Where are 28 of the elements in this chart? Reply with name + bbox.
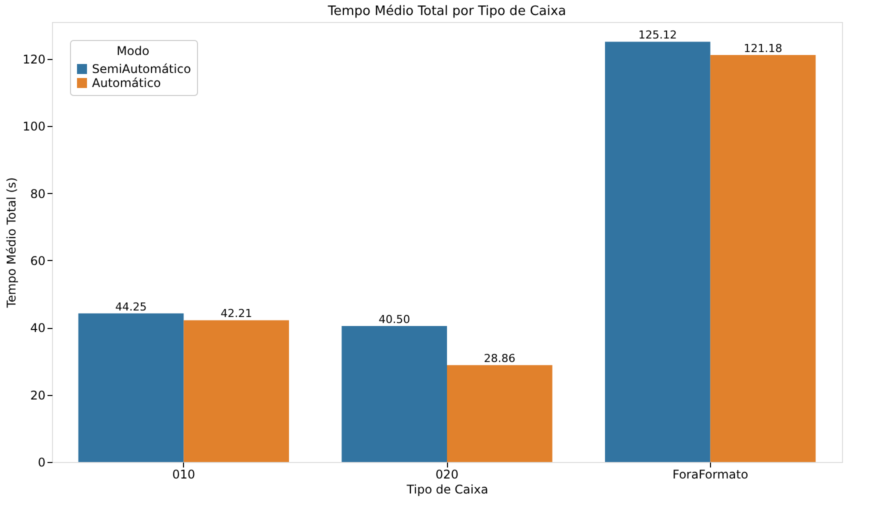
bar [447,365,552,462]
bar [605,42,710,462]
x-axis-title: Tipo de Caixa [406,482,488,496]
y-tick-label: 0 [38,456,46,470]
y-tick-label: 20 [30,388,46,402]
data-label: 28.86 [484,352,516,366]
data-label: 40.50 [378,312,410,326]
y-tick-label: 60 [30,254,46,268]
y-tick-label: 80 [30,186,46,201]
bar [78,313,184,462]
legend-label: Automático [92,76,161,90]
x-tick-label: 020 [436,468,458,482]
bar [184,320,289,462]
y-tick-label: 40 [30,321,46,336]
bar [342,326,447,462]
x-tick-label: 010 [172,468,196,482]
y-tick-label: 120 [22,52,46,66]
data-label: 125.12 [638,28,677,42]
y-tick-label: 100 [22,120,46,134]
bar [710,54,816,462]
data-label: 44.25 [115,300,147,314]
data-label: 42.21 [220,307,252,320]
x-tick-label: ForaFormato [672,468,748,482]
chart-title: Tempo Médio Total por Tipo de Caixa [326,4,566,19]
legend-label: SemiAutomático [92,62,191,76]
y-axis-title: Tempo Médio Total (s) [4,177,19,309]
data-label: 121.18 [744,42,782,55]
legend-title: Modo [116,44,150,58]
